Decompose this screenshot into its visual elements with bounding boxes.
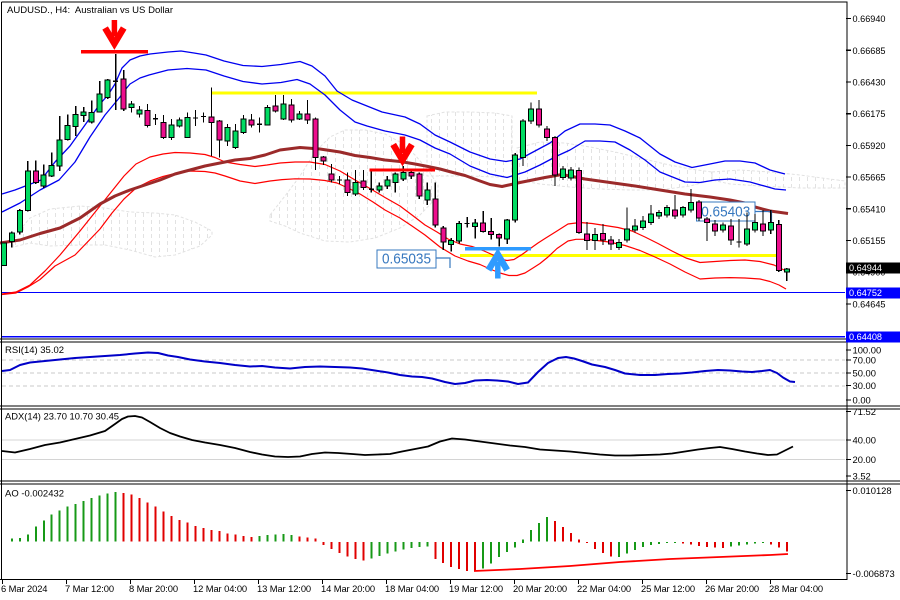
svg-text:20.00: 20.00 [853, 454, 876, 465]
svg-text:0.65665: 0.65665 [853, 172, 886, 183]
svg-text:13 Mar 12:00: 13 Mar 12:00 [257, 583, 311, 594]
svg-text:8 Mar 20:00: 8 Mar 20:00 [129, 583, 178, 594]
svg-text:0.65920: 0.65920 [853, 140, 886, 151]
svg-text:0.65410: 0.65410 [853, 203, 886, 214]
svg-text:30.00: 30.00 [853, 380, 876, 391]
svg-text:0.010128: 0.010128 [853, 485, 892, 496]
svg-text:12 Mar 04:00: 12 Mar 04:00 [193, 583, 247, 594]
svg-text:AO -0.002432: AO -0.002432 [5, 488, 64, 499]
svg-text:RSI(14) 35.02: RSI(14) 35.02 [5, 344, 64, 355]
svg-text:0.66685: 0.66685 [853, 45, 886, 56]
svg-text:20 Mar 20:00: 20 Mar 20:00 [513, 583, 567, 594]
svg-text:ADX(14) 23.70 10.70 30.45: ADX(14) 23.70 10.70 30.45 [5, 411, 119, 422]
svg-text:100.00: 100.00 [853, 345, 882, 356]
svg-text:0.65403: 0.65403 [701, 204, 750, 221]
svg-text:22 Mar 04:00: 22 Mar 04:00 [577, 583, 631, 594]
svg-text:19 Mar 12:00: 19 Mar 12:00 [449, 583, 503, 594]
svg-text:7 Mar 12:00: 7 Mar 12:00 [65, 583, 114, 594]
svg-text:0.00: 0.00 [853, 395, 871, 406]
svg-text:50.00: 50.00 [853, 368, 876, 379]
svg-text:18 Mar 04:00: 18 Mar 04:00 [385, 583, 439, 594]
svg-text:0.65035: 0.65035 [382, 251, 431, 268]
svg-text:26 Mar 20:00: 26 Mar 20:00 [705, 583, 759, 594]
svg-text:0.64944: 0.64944 [849, 262, 882, 273]
svg-text:0.66940: 0.66940 [853, 13, 886, 24]
svg-text:3.52: 3.52 [853, 471, 871, 482]
svg-text:28 Mar 04:00: 28 Mar 04:00 [769, 583, 823, 594]
svg-text:25 Mar 12:00: 25 Mar 12:00 [641, 583, 695, 594]
svg-text:-0.006873: -0.006873 [853, 568, 895, 579]
svg-text:6 Mar 2024: 6 Mar 2024 [1, 583, 47, 594]
svg-text:0.66175: 0.66175 [853, 108, 886, 119]
svg-text:0.65155: 0.65155 [853, 235, 886, 246]
svg-text:70.00: 70.00 [853, 355, 876, 366]
svg-text:0.64752: 0.64752 [849, 287, 882, 298]
svg-text:71.52: 71.52 [853, 406, 876, 417]
svg-text:AUDUSD., H4: Australian vs US: AUDUSD., H4: Australian vs US Dollar [7, 5, 174, 16]
svg-text:0.66430: 0.66430 [853, 77, 886, 88]
svg-text:14 Mar 20:00: 14 Mar 20:00 [321, 583, 375, 594]
svg-text:0.64645: 0.64645 [853, 298, 886, 309]
svg-text:40.00: 40.00 [853, 435, 876, 446]
svg-text:0.64408: 0.64408 [849, 331, 882, 342]
